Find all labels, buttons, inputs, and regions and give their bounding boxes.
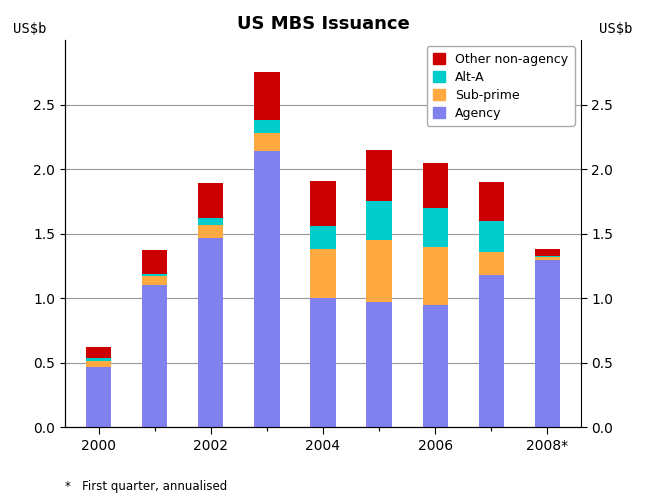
Bar [310,226,336,249]
Bar [366,240,391,302]
Bar [86,347,111,358]
Bar [86,358,111,362]
Bar [142,276,167,285]
Bar [422,305,448,427]
Legend: Other non-agency, Alt-A, Sub-prime, Agency: Other non-agency, Alt-A, Sub-prime, Agen… [426,46,575,126]
Bar [422,247,448,305]
Bar [535,255,560,257]
Bar [310,181,336,226]
Bar [479,275,504,427]
Bar [255,133,280,151]
Text: US$b: US$b [14,22,47,36]
Bar [142,250,167,274]
Bar [198,218,224,225]
Bar [366,302,391,427]
Bar [479,252,504,275]
Bar [86,367,111,427]
Bar [198,238,224,427]
Bar [255,72,280,120]
Bar [535,249,560,255]
Bar [310,298,336,427]
Title: US MBS Issuance: US MBS Issuance [236,15,410,33]
Bar [255,120,280,133]
Bar [142,274,167,276]
Bar [479,182,504,221]
Bar [535,259,560,427]
Bar [198,225,224,238]
Bar [86,362,111,367]
Text: *   First quarter, annualised: * First quarter, annualised [65,480,227,493]
Bar [142,285,167,427]
Bar [479,221,504,252]
Bar [255,151,280,427]
Bar [422,163,448,208]
Bar [366,150,391,202]
Bar [422,208,448,247]
Text: US$b: US$b [599,22,632,36]
Bar [310,249,336,298]
Bar [366,202,391,240]
Bar [535,257,560,259]
Bar [198,183,224,218]
